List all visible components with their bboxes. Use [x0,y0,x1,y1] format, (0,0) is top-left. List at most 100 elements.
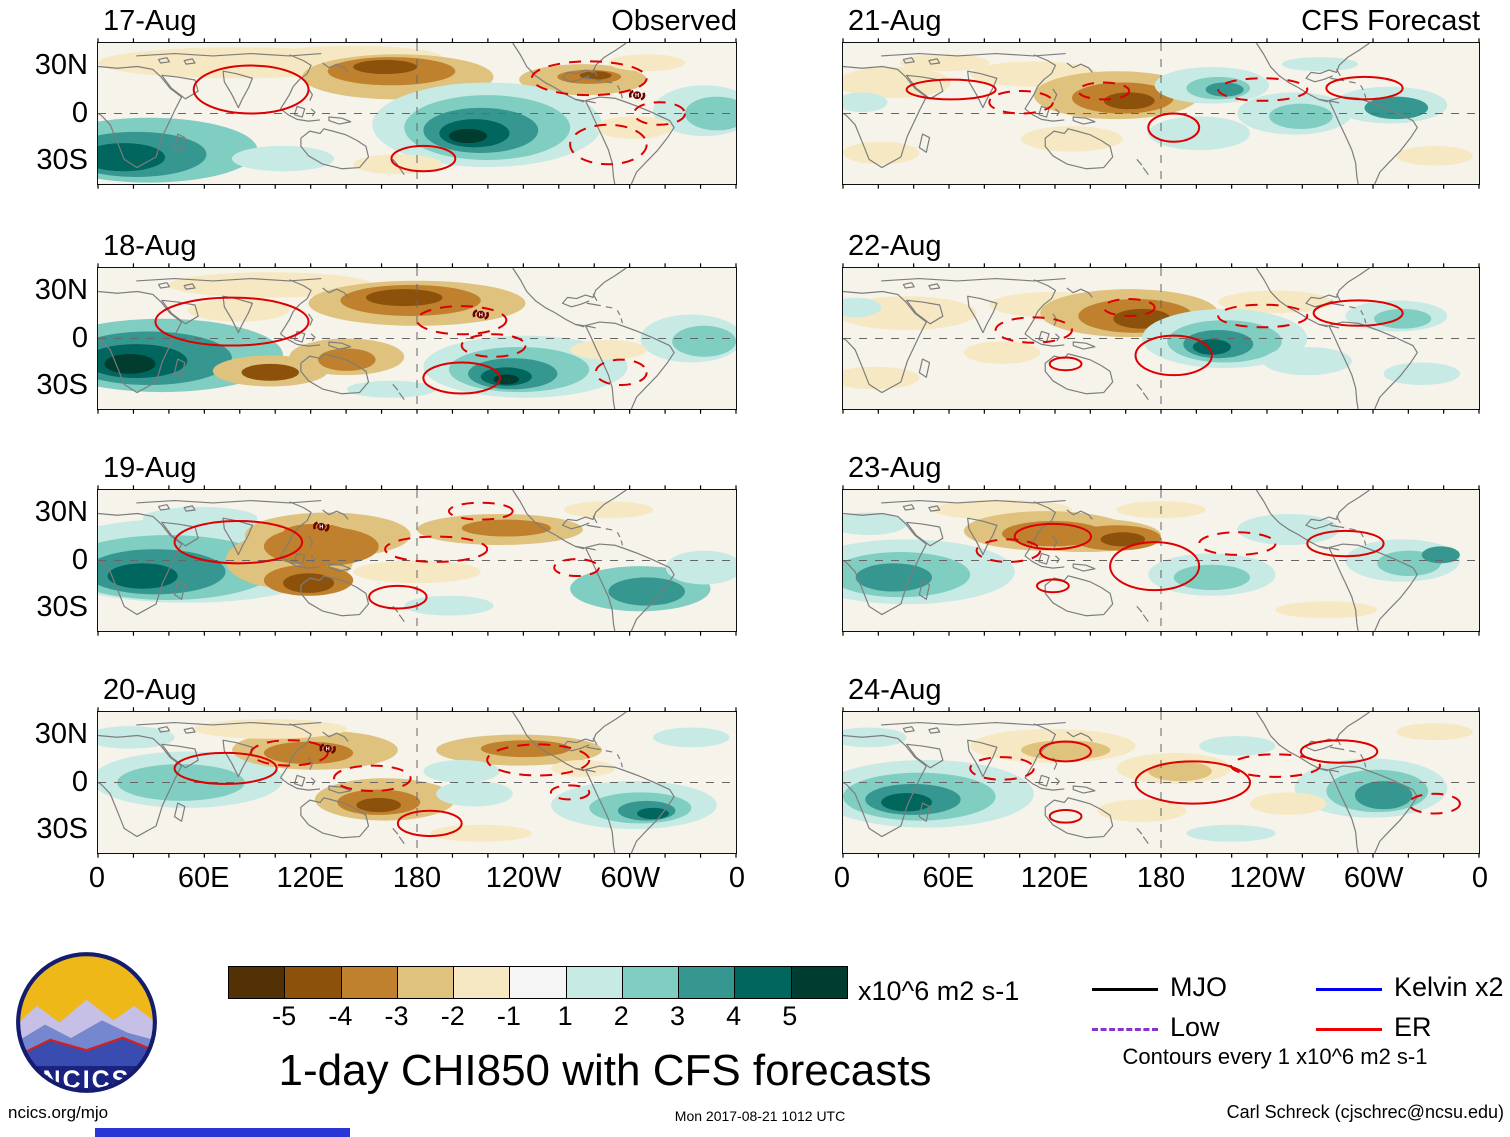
anomaly-blob [1103,92,1155,110]
coastline [575,99,595,103]
x-tick-label-120W-4: 120W [1229,862,1306,894]
ncics-logo: NCICS [16,952,157,1093]
anomaly-blob [365,289,443,307]
coastline [907,300,943,324]
er-contour-dashed [1218,305,1307,328]
low-label: Low [1170,1012,1220,1042]
coastline [903,505,914,510]
coastline [881,501,1065,503]
coastline [1025,556,1064,568]
coastline [184,284,195,289]
x-tick-label-60W-5: 60W [600,862,661,894]
coastline [585,97,674,184]
coastline [1330,303,1366,323]
colorbar-tick-4: 4 [726,1001,742,1031]
anomaly-blob [900,54,990,72]
coastline [562,712,626,751]
colorbar-segment [396,967,454,998]
er-contour-solid [391,146,455,171]
anomaly-blob [1281,57,1359,72]
coastline [280,55,311,109]
er-line-swatch [1316,1028,1382,1031]
coastline [1067,510,1092,519]
logo-ring [16,952,157,1093]
y-tick-label-30S: 30S [36,591,88,624]
er-contour-dashed [417,306,506,334]
coastline [309,758,313,770]
colorbar-segment [229,967,285,998]
coastline [1329,97,1417,184]
coastline [223,296,252,332]
coastline [323,288,349,297]
er-contour-dashed [462,334,526,357]
coastline [329,786,351,793]
coastline [919,803,929,821]
anomaly-blob [353,154,443,175]
anomaly-blob [1100,532,1146,547]
coastline [1330,525,1366,545]
coastline [1329,766,1417,853]
coastline [162,75,198,99]
coastline [1025,778,1064,790]
footer-url: ncics.org/mjo [8,1103,109,1122]
coastline [295,331,305,342]
coastline [968,71,997,107]
footer-timestamp: Mon 2017-08-21 1012 UTC [674,1108,846,1124]
coastline [929,506,940,511]
coastline [903,727,914,732]
coastline [1055,109,1059,116]
coastline [843,736,926,837]
coastline [968,518,997,554]
y-tick-label-0: 0 [71,321,88,354]
coastline [1319,99,1339,103]
er-contour-dashed [1078,82,1129,99]
coastline [585,766,674,853]
colorbar-segment [790,967,847,998]
coastline [1073,786,1095,793]
coastline [919,359,929,377]
coastline [1067,732,1092,741]
er-contour-dashed [551,785,589,799]
er-contour-dashed [334,766,411,791]
anomaly-blob [241,363,299,381]
y-tick-label-0: 0 [71,765,88,798]
y-tick-label-30S: 30S [36,813,88,846]
x-tick-label-0-6: 0 [1471,862,1489,894]
coastline [184,59,195,64]
coastline [593,69,597,76]
coastline [1337,294,1341,301]
er-contour-solid [1037,580,1069,593]
colorbar-tick--1: -1 [496,1001,521,1031]
coastline [280,556,320,568]
anomaly-blob [1205,82,1244,97]
colorbar-segment [509,967,566,998]
x-tick-label-120E-2: 120E [1020,862,1089,894]
anomaly-blob [423,759,500,783]
anomaly-blob [1383,362,1460,386]
er-contour-solid [369,586,426,609]
coastline [585,322,674,409]
coastline [301,129,369,169]
er-contour-dashed [989,91,1053,114]
coastline [175,359,185,377]
anomaly-blob [429,824,532,842]
panel-date-21-Aug: 21-Aug [848,5,942,37]
coastline [280,109,320,121]
coastline [562,490,626,529]
anomaly-blob [963,341,1041,364]
coastline [1067,288,1092,297]
coastline [1256,490,1327,549]
coastline [136,279,321,281]
coastline [159,727,170,732]
map-panel-24-Aug [842,711,1480,854]
coastline [323,732,349,741]
anomaly-blob [1021,126,1123,152]
contour-interval-note: Contours every 1 x10^6 m2 s-1 [1122,1044,1428,1069]
bottom-edge-bar [95,1128,350,1137]
er-contour-dashed [977,539,1041,562]
svg-text:H: H [479,312,483,318]
coastline [1329,322,1417,409]
coastline [311,556,315,563]
er-contour-solid [907,80,996,100]
footer-credit: Carl Schreck (cjschrec@ncsu.edu) [1226,1102,1504,1122]
